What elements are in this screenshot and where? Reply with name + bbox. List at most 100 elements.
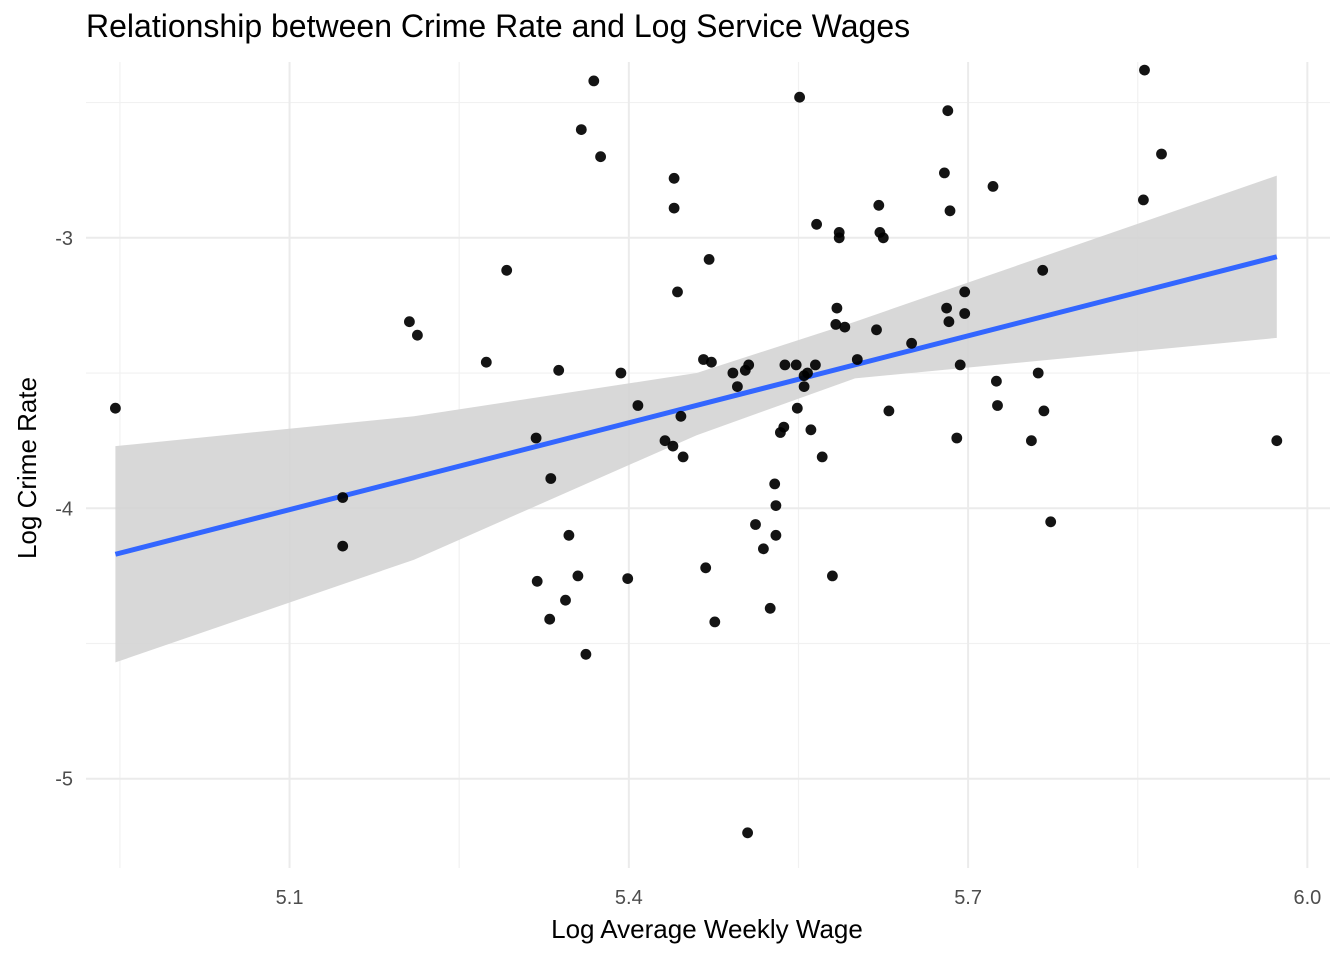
- data-point: [811, 218, 822, 230]
- data-point: [632, 400, 644, 411]
- data-point: [779, 359, 791, 371]
- data-point: [706, 356, 717, 368]
- data-point: [830, 319, 842, 330]
- y-tick-label: -5: [55, 769, 73, 791]
- data-point: [1138, 194, 1149, 206]
- data-point: [545, 473, 557, 484]
- data-point: [412, 329, 423, 341]
- y-tick-label: -4: [55, 498, 73, 520]
- data-point: [798, 381, 810, 392]
- data-point: [553, 364, 565, 376]
- y-axis-title: Log Crime Rate: [12, 377, 42, 559]
- x-tick-label: 5.1: [276, 887, 304, 909]
- data-point: [703, 254, 715, 265]
- data-point: [1037, 264, 1049, 276]
- data-point: [810, 359, 821, 371]
- y-tick-label: -3: [55, 228, 73, 250]
- data-point: [944, 205, 956, 217]
- data-point: [544, 613, 556, 625]
- data-point: [727, 367, 739, 379]
- data-point: [743, 359, 755, 371]
- data-point: [951, 432, 963, 444]
- data-point: [790, 359, 802, 371]
- data-point: [615, 367, 627, 379]
- data-point: [877, 232, 889, 244]
- data-point: [991, 375, 1002, 387]
- data-point: [588, 75, 600, 87]
- data-point: [939, 167, 950, 179]
- data-point: [805, 424, 817, 436]
- data-point: [732, 381, 743, 392]
- data-point: [954, 359, 966, 371]
- data-point: [672, 286, 683, 298]
- x-tick-label: 6.0: [1293, 887, 1321, 909]
- data-point: [337, 540, 349, 552]
- data-point: [1038, 405, 1050, 417]
- data-point: [742, 827, 753, 839]
- data-point: [851, 354, 863, 365]
- data-point: [677, 451, 689, 463]
- data-point: [833, 232, 845, 244]
- data-point: [831, 302, 843, 314]
- data-point: [871, 324, 882, 336]
- data-point: [883, 405, 895, 417]
- data-point: [709, 616, 721, 628]
- data-point: [758, 543, 769, 555]
- data-point: [501, 264, 513, 276]
- x-tick-label: 5.4: [615, 887, 643, 909]
- data-point: [531, 575, 543, 587]
- data-point: [1045, 516, 1057, 528]
- data-point: [791, 402, 803, 414]
- data-point: [667, 440, 679, 452]
- data-point: [622, 573, 634, 584]
- data-point: [906, 337, 917, 349]
- data-points: [110, 64, 1283, 839]
- data-point: [942, 105, 954, 117]
- data-point: [110, 402, 121, 414]
- data-point: [668, 172, 680, 184]
- data-point: [764, 602, 776, 614]
- data-point: [575, 124, 587, 135]
- data-point: [1032, 367, 1044, 379]
- data-point: [943, 316, 955, 328]
- data-point: [769, 478, 781, 490]
- data-point: [1271, 435, 1283, 447]
- data-point: [563, 529, 575, 541]
- confidence-ribbon: [115, 175, 1277, 663]
- data-point: [700, 562, 712, 574]
- data-point: [794, 91, 805, 103]
- chart-title: Relationship between Crime Rate and Log …: [86, 8, 911, 44]
- data-point: [770, 500, 782, 511]
- data-point: [1156, 148, 1167, 160]
- data-point: [941, 302, 952, 314]
- data-point: [959, 308, 971, 319]
- x-axis-ticks: 5.1 5.4 5.7 6.0: [276, 887, 1322, 909]
- data-point: [560, 594, 571, 606]
- data-point: [595, 151, 606, 163]
- data-point: [337, 492, 349, 503]
- x-tick-label: 5.7: [954, 887, 982, 909]
- data-point: [802, 367, 813, 379]
- data-point: [668, 202, 680, 214]
- data-point: [839, 321, 851, 333]
- data-point: [816, 451, 828, 463]
- data-point: [750, 519, 761, 530]
- y-axis-ticks: -3 -4 -5: [55, 228, 73, 791]
- data-point: [778, 421, 790, 433]
- data-point: [530, 432, 542, 444]
- data-point: [404, 316, 415, 328]
- data-point: [572, 570, 584, 582]
- data-point: [480, 356, 492, 368]
- data-point: [675, 410, 687, 422]
- data-point: [987, 181, 999, 192]
- data-point: [992, 400, 1003, 411]
- data-point: [959, 286, 971, 298]
- data-point: [659, 435, 671, 447]
- regression-line: [114, 254, 1278, 557]
- x-axis-title: Log Average Weekly Wage: [551, 914, 863, 944]
- data-point: [1139, 64, 1150, 76]
- data-point: [873, 199, 885, 211]
- data-point: [1026, 435, 1037, 447]
- data-point: [827, 570, 838, 582]
